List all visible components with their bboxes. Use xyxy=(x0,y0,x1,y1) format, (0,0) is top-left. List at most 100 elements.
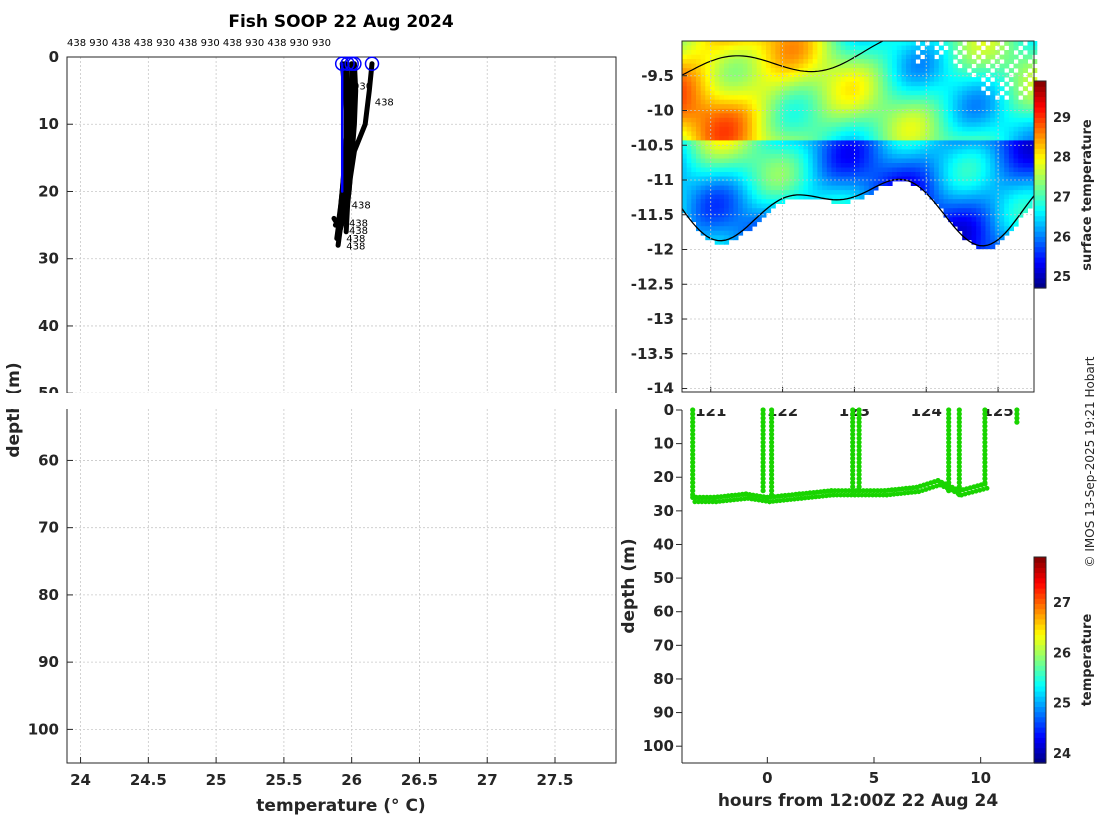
sst-cell xyxy=(962,99,968,105)
sst-cell xyxy=(822,54,828,60)
sst-cell xyxy=(957,122,963,128)
sst-cell xyxy=(686,68,692,73)
sst-cell xyxy=(887,50,893,55)
temperature-colorbar xyxy=(1033,556,1047,764)
sst-cell xyxy=(1013,131,1019,137)
sst-cell xyxy=(910,104,916,110)
sst-cell xyxy=(719,131,725,137)
sst-cell xyxy=(691,172,697,177)
cast-point xyxy=(956,476,962,482)
sst-cell xyxy=(976,149,982,155)
sst-cell xyxy=(794,72,800,78)
sst-cell xyxy=(901,99,907,105)
sst-cell xyxy=(775,77,781,82)
sst-cell xyxy=(705,199,711,204)
sst-cell xyxy=(971,77,977,82)
sst-cell xyxy=(826,135,832,141)
sst-cell xyxy=(985,244,991,250)
cast-point xyxy=(956,459,962,465)
sst-cell xyxy=(733,158,739,164)
cast-point xyxy=(1014,415,1020,421)
sst-cell xyxy=(742,117,748,123)
sst-cell xyxy=(952,208,958,214)
sst-cell xyxy=(696,86,702,92)
sst-cell xyxy=(826,185,832,191)
sst-cell xyxy=(719,81,725,87)
sst-cell xyxy=(696,176,702,182)
sst-cell xyxy=(854,140,860,146)
sst-cell xyxy=(761,194,767,200)
sst-cell xyxy=(728,68,734,73)
sst-cell xyxy=(882,172,888,177)
track-point xyxy=(799,496,804,501)
sst-cell xyxy=(724,81,730,87)
sst-cell xyxy=(696,50,702,55)
sst-cell xyxy=(976,235,982,241)
sst-cell xyxy=(733,217,739,223)
sst-cell xyxy=(892,45,898,51)
sst-cell xyxy=(971,68,977,73)
sst-cell xyxy=(957,86,963,92)
sst-cell xyxy=(1013,90,1019,96)
sst-cell xyxy=(934,190,940,195)
sst-cell xyxy=(719,95,725,101)
sst-cell xyxy=(906,158,912,164)
colorbar-segment xyxy=(1034,148,1046,155)
sst-cell xyxy=(733,131,739,137)
depth-tick-label: 10 xyxy=(653,435,674,453)
sst-cell xyxy=(934,194,940,200)
sst-cell xyxy=(943,131,949,137)
cast-point xyxy=(769,484,775,490)
colorbar-segment xyxy=(1034,158,1046,165)
sst-cell xyxy=(808,172,814,177)
sst-cell xyxy=(966,194,972,200)
sst-cell xyxy=(756,68,762,73)
sst-cell xyxy=(901,41,907,46)
sst-cell xyxy=(724,117,730,123)
cast-point xyxy=(946,439,952,445)
cast-point xyxy=(856,419,862,425)
sst-cell xyxy=(1004,117,1010,123)
sst-cell xyxy=(938,194,944,200)
sst-cell xyxy=(948,126,954,132)
sst-cell xyxy=(780,153,786,159)
sst-cell xyxy=(789,190,795,195)
sst-cell xyxy=(686,203,692,209)
sst-cell xyxy=(896,153,902,159)
sst-cell xyxy=(756,158,762,164)
track-point xyxy=(724,498,730,504)
sst-cell xyxy=(906,167,912,173)
sst-cell xyxy=(752,144,758,150)
sst-cell xyxy=(924,176,930,182)
sst-cell xyxy=(784,77,790,82)
sst-cell xyxy=(850,122,856,128)
sst-cell xyxy=(789,86,795,92)
sst-cell xyxy=(878,158,884,164)
cast-point xyxy=(760,431,766,437)
sst-cell xyxy=(756,140,762,146)
sst-cell xyxy=(896,95,902,101)
sst-cell xyxy=(985,194,991,200)
sst-cell xyxy=(864,72,870,78)
sst-cell xyxy=(780,113,786,119)
sst-cell xyxy=(878,149,884,155)
cast-point xyxy=(1014,419,1020,425)
sst-cell xyxy=(714,95,720,101)
sst-cell xyxy=(915,95,921,101)
sst-cell xyxy=(682,158,688,164)
sst-cell xyxy=(859,54,865,60)
colorbar-segment xyxy=(1034,644,1046,651)
sst-cell xyxy=(724,86,730,92)
cast-point xyxy=(690,419,696,425)
sst-cell xyxy=(859,99,865,105)
sst-cell xyxy=(686,185,692,191)
cast-point xyxy=(769,451,775,457)
sst-cell xyxy=(966,167,972,173)
cast-point xyxy=(769,455,775,461)
sst-cell xyxy=(691,208,697,214)
lat-tick-label: -13.5 xyxy=(631,345,674,363)
sst-cell xyxy=(901,176,907,182)
sst-cell xyxy=(990,72,996,78)
sst-cell xyxy=(1027,41,1033,46)
sst-cell xyxy=(747,99,753,105)
